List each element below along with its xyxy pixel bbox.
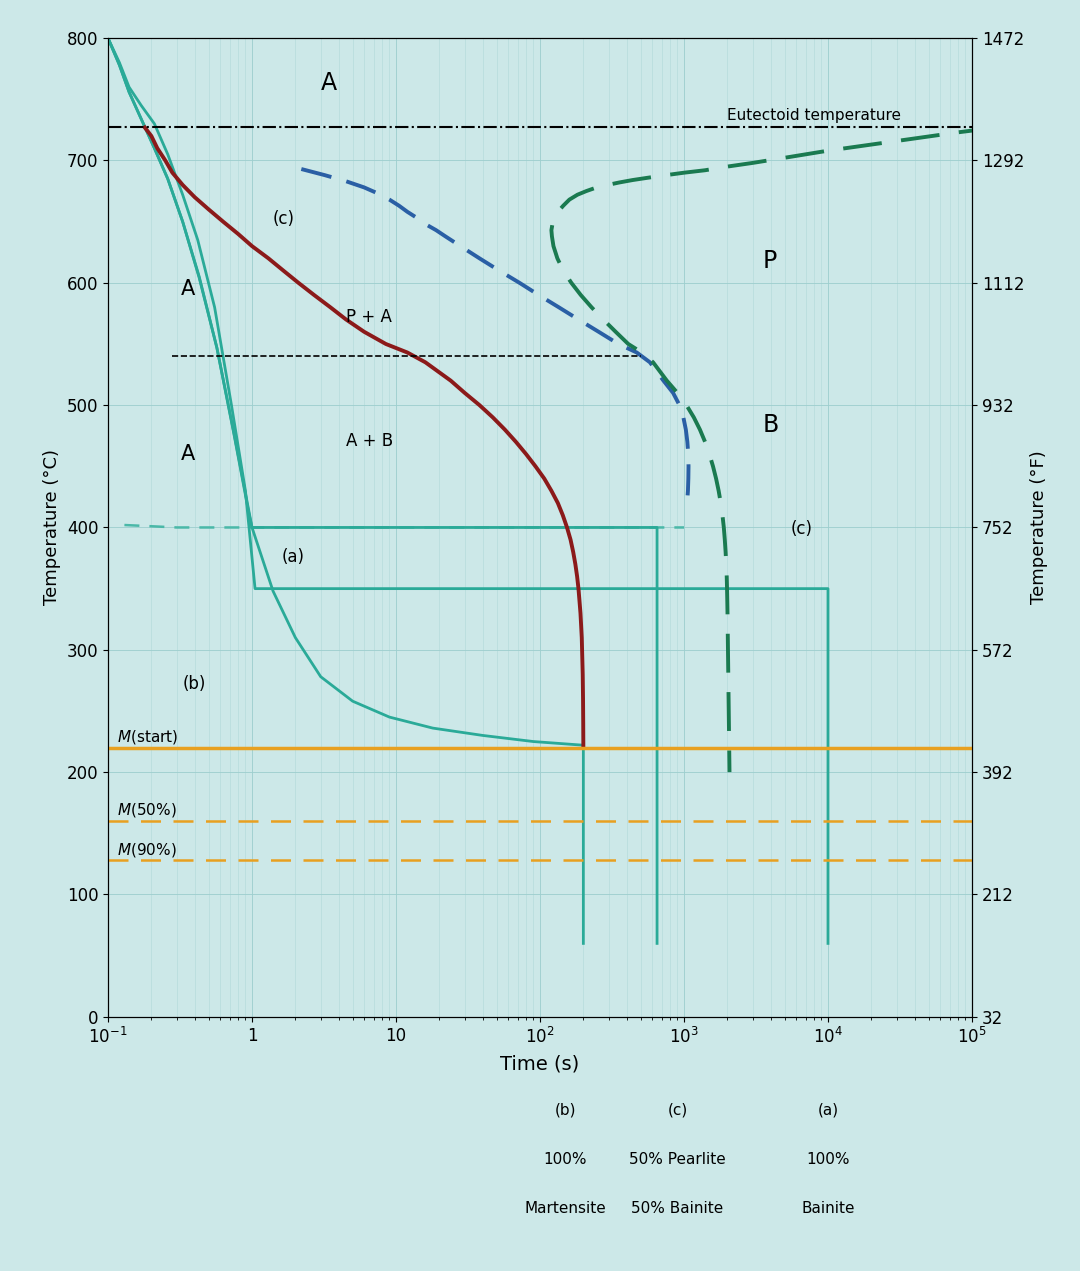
Text: P + A: P + A: [346, 308, 392, 325]
Text: P: P: [762, 249, 777, 273]
Text: 100%: 100%: [543, 1152, 588, 1167]
Text: Eutectoid temperature: Eutectoid temperature: [727, 108, 902, 123]
Text: 50% Bainite: 50% Bainite: [632, 1201, 724, 1215]
Text: (c): (c): [791, 520, 812, 538]
Text: (b): (b): [183, 675, 206, 693]
Text: (c): (c): [273, 210, 295, 228]
Text: A + B: A + B: [346, 431, 393, 450]
Text: A: A: [321, 70, 337, 94]
Text: (a): (a): [818, 1103, 838, 1117]
Text: B: B: [762, 413, 779, 437]
Text: Bainite: Bainite: [801, 1201, 854, 1215]
Text: (a): (a): [282, 548, 305, 566]
Y-axis label: Temperature (°C): Temperature (°C): [43, 450, 62, 605]
Text: (c): (c): [667, 1103, 688, 1117]
Y-axis label: Temperature (°F): Temperature (°F): [1029, 451, 1048, 604]
Text: $M$(50%): $M$(50%): [117, 802, 176, 820]
Text: $M$(90%): $M$(90%): [117, 840, 176, 859]
Text: (b): (b): [555, 1103, 576, 1117]
Text: A: A: [180, 280, 195, 299]
Text: 100%: 100%: [807, 1152, 850, 1167]
Text: Martensite: Martensite: [525, 1201, 606, 1215]
Text: 50% Pearlite: 50% Pearlite: [629, 1152, 726, 1167]
X-axis label: Time (s): Time (s): [500, 1055, 580, 1074]
Text: $M$(start): $M$(start): [117, 728, 178, 746]
Text: A: A: [180, 444, 195, 464]
